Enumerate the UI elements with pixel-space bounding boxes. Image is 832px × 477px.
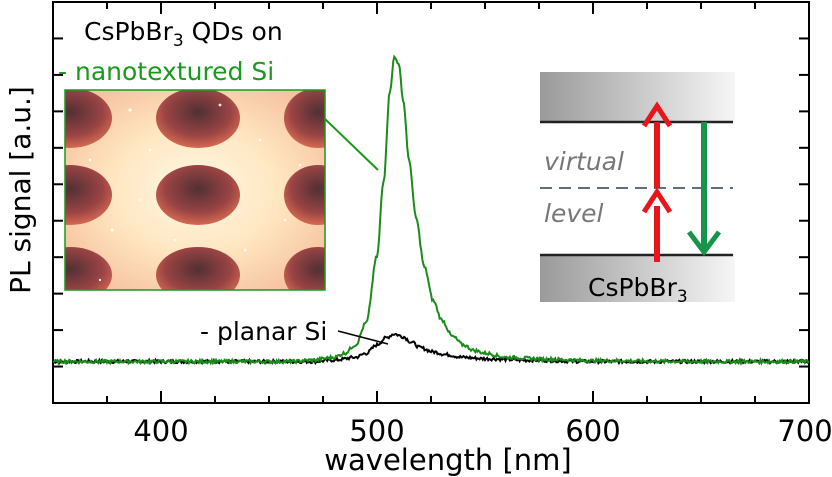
x-tick-label: 600 [565, 414, 620, 448]
energy-level-diagram: virtual level CsPbBr3 [540, 72, 735, 307]
nanotextured-label: - nanotextured Si [58, 57, 274, 86]
x-axis-label: wavelength [nm] [324, 443, 571, 477]
y-axis-ticks [53, 1, 809, 404]
emission-arrowhead [687, 230, 721, 257]
nanotextured-surface-image [65, 90, 325, 290]
series-layer [52, 54, 810, 366]
material-prefix: CsPbBr [588, 273, 678, 302]
x-tick-label: 500 [349, 414, 404, 448]
y-axis-label: PL signal [a.u.] [4, 86, 37, 294]
x-tick-labels: 400 500 600 700 [133, 414, 832, 448]
series-line-nanotextured-si [52, 54, 810, 366]
title-material: CsPbBr [84, 17, 174, 46]
series-line-planar-si [52, 332, 810, 366]
material-label: CsPbBr3 [588, 273, 688, 307]
inset-pointer-line [324, 118, 379, 171]
title-rest: QDs on [184, 17, 283, 46]
conduction-band-block [540, 72, 735, 122]
material-subscript: 3 [677, 287, 688, 307]
title-subscript: 3 [173, 31, 184, 51]
planar-si-label: - planar Si [200, 317, 327, 346]
sample-title: CsPbBr3 QDs on [84, 17, 283, 51]
virtual-label: virtual [544, 147, 624, 176]
x-axis-ticks [52, 2, 810, 403]
inset-border [64, 89, 326, 291]
planar-pointer-line [337, 330, 389, 345]
valence-band-block [540, 255, 735, 302]
excitation-arrowhead-lower [641, 187, 673, 214]
x-tick-label: 700 [777, 414, 832, 448]
x-tick-label: 400 [133, 414, 188, 448]
excitation-arrowhead-upper [641, 101, 673, 128]
level-label: level [544, 199, 604, 228]
